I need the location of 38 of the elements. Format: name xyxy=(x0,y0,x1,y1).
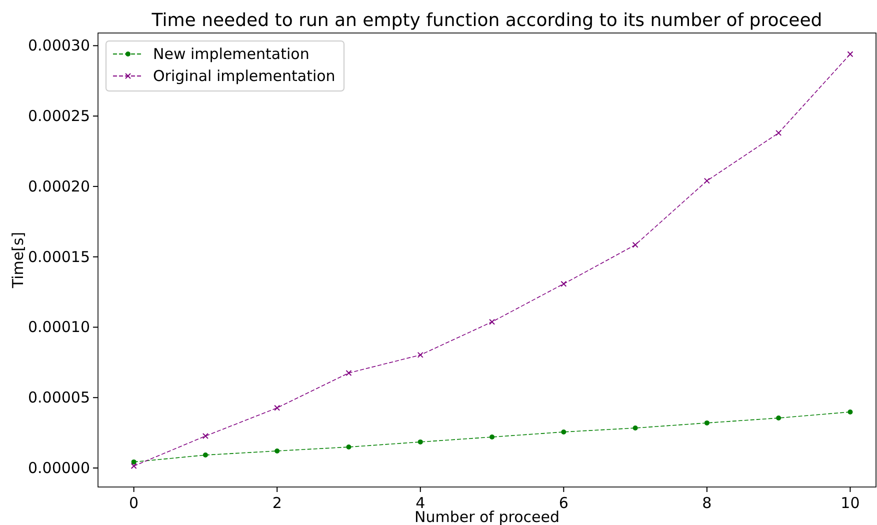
x-tick-label: 8 xyxy=(702,494,712,512)
point xyxy=(202,452,208,458)
legend-label: New implementation xyxy=(153,45,310,63)
x-tick-label: 6 xyxy=(558,494,568,512)
x-tick-label: 10 xyxy=(840,494,860,512)
point xyxy=(417,352,424,358)
x-tick-label: 0 xyxy=(129,494,139,512)
point xyxy=(490,434,495,440)
point xyxy=(561,429,566,434)
point xyxy=(632,426,638,431)
point xyxy=(776,130,782,136)
point xyxy=(274,404,280,411)
y-tick-label: 0.00005 xyxy=(28,388,90,407)
y-tick-label: 0.00000 xyxy=(28,458,90,477)
point xyxy=(130,463,137,470)
point xyxy=(848,409,853,414)
point xyxy=(346,444,352,450)
point xyxy=(346,370,352,376)
y-tick-label: 0.00010 xyxy=(28,318,90,336)
point xyxy=(560,280,567,287)
point xyxy=(847,51,854,58)
y-tick-label: 0.00015 xyxy=(28,248,90,266)
y-tick-label: 0.00025 xyxy=(28,107,90,126)
point xyxy=(489,318,496,325)
point xyxy=(776,416,782,421)
x-tick-label: 2 xyxy=(272,494,282,512)
point xyxy=(704,178,710,184)
legend-label: Original implementation xyxy=(153,67,336,85)
point xyxy=(274,448,280,454)
point xyxy=(632,242,638,248)
y-tick-label: 0.00030 xyxy=(28,36,90,55)
point xyxy=(704,420,710,426)
point xyxy=(131,459,136,464)
point xyxy=(418,439,423,444)
y-axis-title: Time[s] xyxy=(9,232,27,290)
y-tick-label: 0.00020 xyxy=(28,177,90,196)
point xyxy=(202,433,208,440)
chart-title: Time needed to run an empty function according to its number of proceed xyxy=(150,10,822,31)
